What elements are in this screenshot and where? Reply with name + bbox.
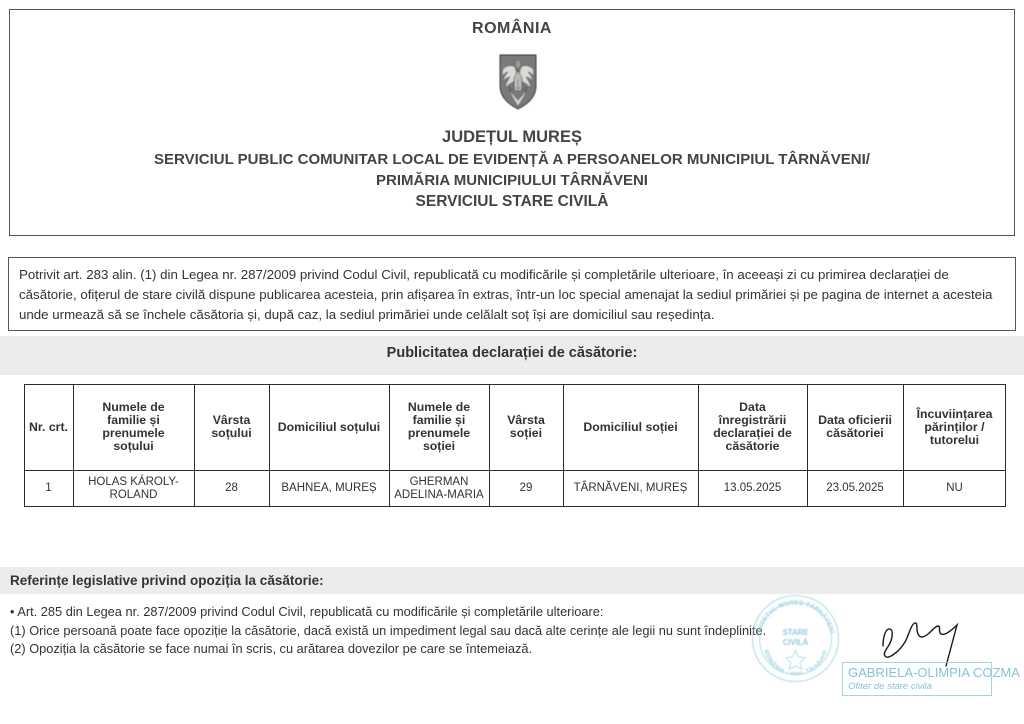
- svg-text:CIVILĂ: CIVILĂ: [783, 638, 809, 647]
- svg-text:ROMÂNIA - mun. Târnăveni: ROMÂNIA - mun. Târnăveni: [762, 649, 828, 677]
- svg-text:STARE: STARE: [783, 628, 809, 637]
